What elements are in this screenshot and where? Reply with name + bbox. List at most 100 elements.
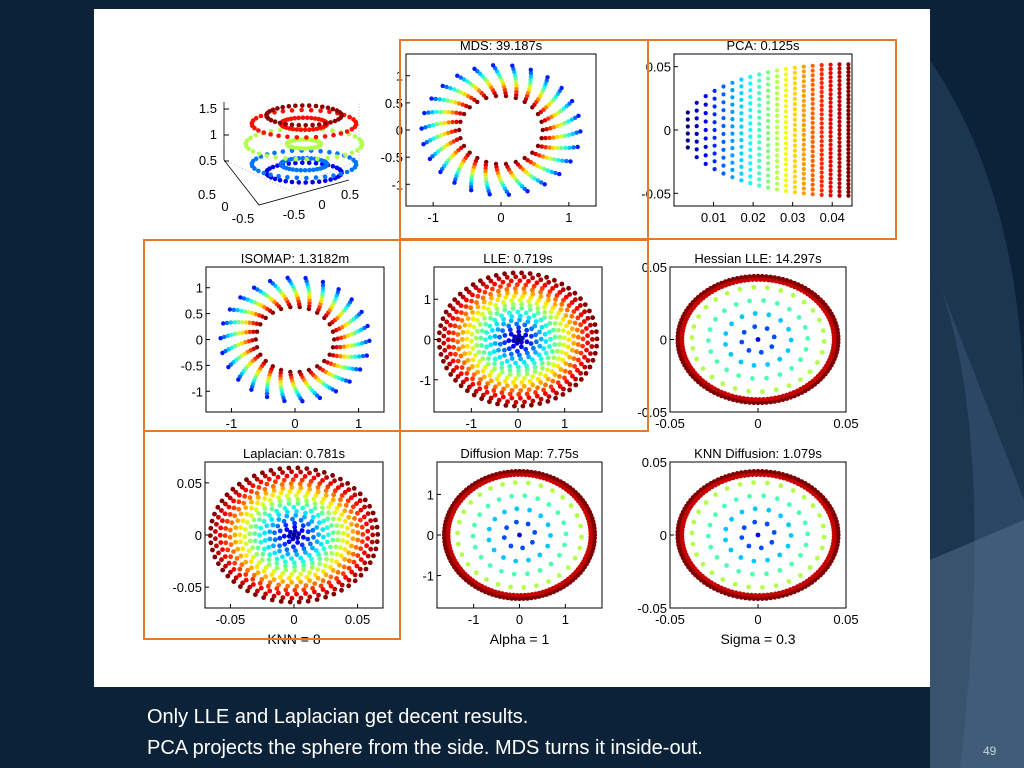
lle-point bbox=[447, 303, 453, 308]
laplacian-point bbox=[215, 504, 221, 510]
lle-point bbox=[571, 309, 577, 314]
isomap-point bbox=[356, 342, 361, 347]
lle-point bbox=[538, 289, 543, 295]
laplacian-point bbox=[262, 473, 268, 479]
pca-point bbox=[819, 94, 824, 99]
hessian-point bbox=[726, 278, 732, 283]
lle-point bbox=[576, 357, 581, 363]
torus-point bbox=[323, 178, 328, 184]
laplacian-point bbox=[362, 497, 368, 503]
lle-point bbox=[487, 323, 493, 329]
laplacian-point bbox=[313, 467, 319, 473]
torus-point bbox=[293, 160, 298, 166]
lle-point bbox=[562, 375, 567, 381]
mds-point bbox=[426, 110, 431, 115]
pca-point bbox=[837, 99, 842, 104]
laplacian-point bbox=[315, 512, 321, 518]
torus-point bbox=[293, 103, 298, 109]
torus-point bbox=[327, 149, 332, 155]
laplacian-point bbox=[214, 543, 219, 549]
isomap-point bbox=[233, 343, 238, 349]
mds-point bbox=[445, 130, 451, 136]
isomap-point bbox=[350, 366, 355, 371]
knndiff-point bbox=[778, 513, 783, 519]
mds-point bbox=[553, 170, 558, 176]
lle-point bbox=[573, 382, 579, 388]
hessian-point bbox=[700, 366, 706, 371]
lle-point bbox=[538, 336, 544, 342]
pca-point bbox=[712, 151, 717, 156]
diffusion-point bbox=[574, 513, 580, 518]
isomap-point bbox=[256, 313, 262, 318]
diffusion-point bbox=[478, 554, 484, 560]
lle-point bbox=[440, 316, 446, 322]
lle-point bbox=[471, 324, 477, 330]
laplacian-point bbox=[283, 567, 289, 573]
pca-point bbox=[837, 193, 842, 198]
laplacian-point bbox=[310, 514, 316, 520]
mds-point bbox=[467, 105, 472, 110]
lle-point bbox=[533, 319, 539, 325]
torus-point bbox=[323, 121, 328, 126]
laplacian-point bbox=[276, 517, 282, 522]
laplacian-point bbox=[213, 529, 218, 534]
hessian-point bbox=[799, 284, 805, 289]
mds-point bbox=[457, 127, 462, 133]
pca-point bbox=[712, 104, 717, 109]
laplacian-point bbox=[316, 532, 321, 537]
hessian-point bbox=[819, 349, 825, 355]
lle-point bbox=[528, 341, 534, 346]
lle-point bbox=[551, 362, 556, 368]
lle-point bbox=[536, 352, 542, 358]
pca-point bbox=[810, 144, 815, 149]
lle-point bbox=[545, 367, 550, 373]
pca-point bbox=[837, 136, 842, 141]
pca-point bbox=[783, 125, 789, 130]
lle-point bbox=[506, 346, 512, 352]
pca-point bbox=[801, 103, 806, 108]
laplacian-point bbox=[308, 508, 314, 514]
lle-point bbox=[536, 272, 541, 278]
diffusion-point bbox=[588, 534, 594, 540]
knndiff-point bbox=[787, 502, 792, 507]
pca-point bbox=[783, 183, 789, 188]
diffusion-point bbox=[577, 545, 583, 551]
mds-point bbox=[454, 110, 459, 116]
laplacian-point bbox=[303, 494, 308, 499]
diffusion-point bbox=[557, 552, 562, 558]
torus-point bbox=[304, 157, 309, 162]
diffusion-point bbox=[500, 473, 506, 479]
diffusion-point bbox=[544, 592, 549, 597]
lle-point bbox=[552, 342, 558, 347]
mds-y-tick-label: -0.5 bbox=[381, 150, 403, 165]
mds-point bbox=[453, 100, 458, 105]
lle-x-tick-label: 0 bbox=[514, 416, 521, 431]
lle-point bbox=[517, 297, 523, 303]
pca-point bbox=[819, 98, 824, 103]
torus-point bbox=[289, 108, 295, 113]
pca-point bbox=[846, 89, 851, 94]
lle-point bbox=[550, 305, 556, 311]
lle-point bbox=[582, 364, 588, 370]
laplacian-point bbox=[268, 468, 274, 473]
laplacian-point bbox=[338, 476, 343, 482]
pca-point bbox=[810, 154, 815, 159]
lle-point bbox=[442, 347, 448, 353]
isomap-point bbox=[320, 283, 326, 288]
mds-point bbox=[419, 126, 424, 131]
lle-point bbox=[537, 401, 543, 406]
knndiff-point bbox=[741, 525, 747, 531]
laplacian-point bbox=[249, 565, 254, 571]
isomap-point bbox=[365, 323, 370, 329]
mds-point bbox=[490, 63, 496, 68]
laplacian-point bbox=[286, 465, 292, 471]
diffusion-point bbox=[565, 565, 571, 570]
laplacian-point bbox=[271, 471, 277, 477]
lle-point bbox=[464, 371, 470, 376]
laplacian-point bbox=[241, 500, 247, 506]
mds-point bbox=[538, 165, 543, 170]
pca-point bbox=[828, 92, 833, 97]
knndiff-y-tick-label: -0.05 bbox=[637, 601, 667, 616]
isomap-point bbox=[243, 340, 248, 345]
